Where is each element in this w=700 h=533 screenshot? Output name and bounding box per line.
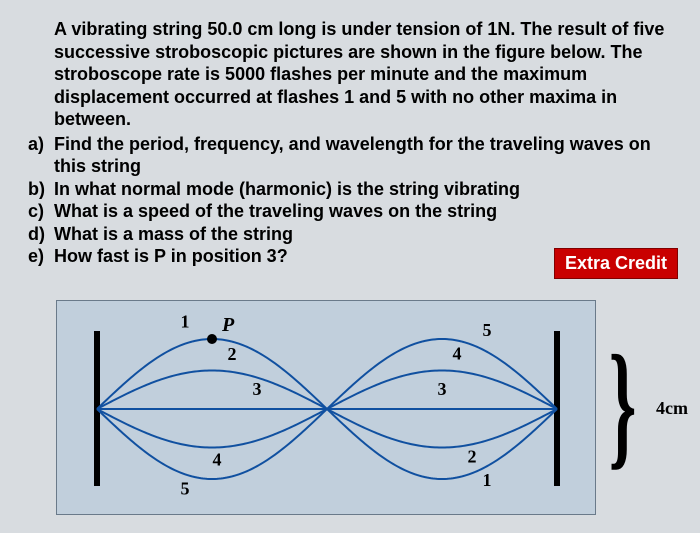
amplitude-label: 4cm [656, 398, 688, 419]
svg-text:3: 3 [253, 379, 262, 399]
intro-paragraph: A vibrating string 50.0 cm long is under… [54, 18, 672, 131]
amplitude-brace-icon: } [609, 335, 637, 475]
svg-text:3: 3 [438, 379, 447, 399]
svg-text:5: 5 [483, 320, 492, 340]
question-d-label: d) [28, 223, 54, 246]
question-d-text: What is a mass of the string [54, 223, 672, 246]
question-b-label: b) [28, 178, 54, 201]
svg-text:5: 5 [181, 478, 190, 498]
svg-text:P: P [221, 314, 235, 336]
question-a-label: a) [28, 133, 54, 178]
question-a: a) Find the period, frequency, and wavel… [28, 133, 672, 178]
question-c-label: c) [28, 200, 54, 223]
problem-text-block: A vibrating string 50.0 cm long is under… [0, 0, 700, 268]
question-c: c) What is a speed of the traveling wave… [28, 200, 672, 223]
question-d: d) What is a mass of the string [28, 223, 672, 246]
svg-text:4: 4 [213, 449, 222, 469]
svg-text:2: 2 [228, 344, 237, 364]
question-e-label: e) [28, 245, 54, 268]
question-b: b) In what normal mode (harmonic) is the… [28, 178, 672, 201]
question-a-text: Find the period, frequency, and waveleng… [54, 133, 672, 178]
svg-text:1: 1 [483, 470, 492, 490]
question-c-text: What is a speed of the traveling waves o… [54, 200, 672, 223]
svg-text:4: 4 [453, 343, 462, 363]
extra-credit-badge: Extra Credit [554, 248, 678, 279]
svg-text:1: 1 [181, 312, 190, 332]
svg-text:2: 2 [468, 446, 477, 466]
question-b-text: In what normal mode (harmonic) is the st… [54, 178, 672, 201]
string-svg: P1234512345 [57, 301, 597, 516]
string-figure: P1234512345 [56, 300, 596, 515]
